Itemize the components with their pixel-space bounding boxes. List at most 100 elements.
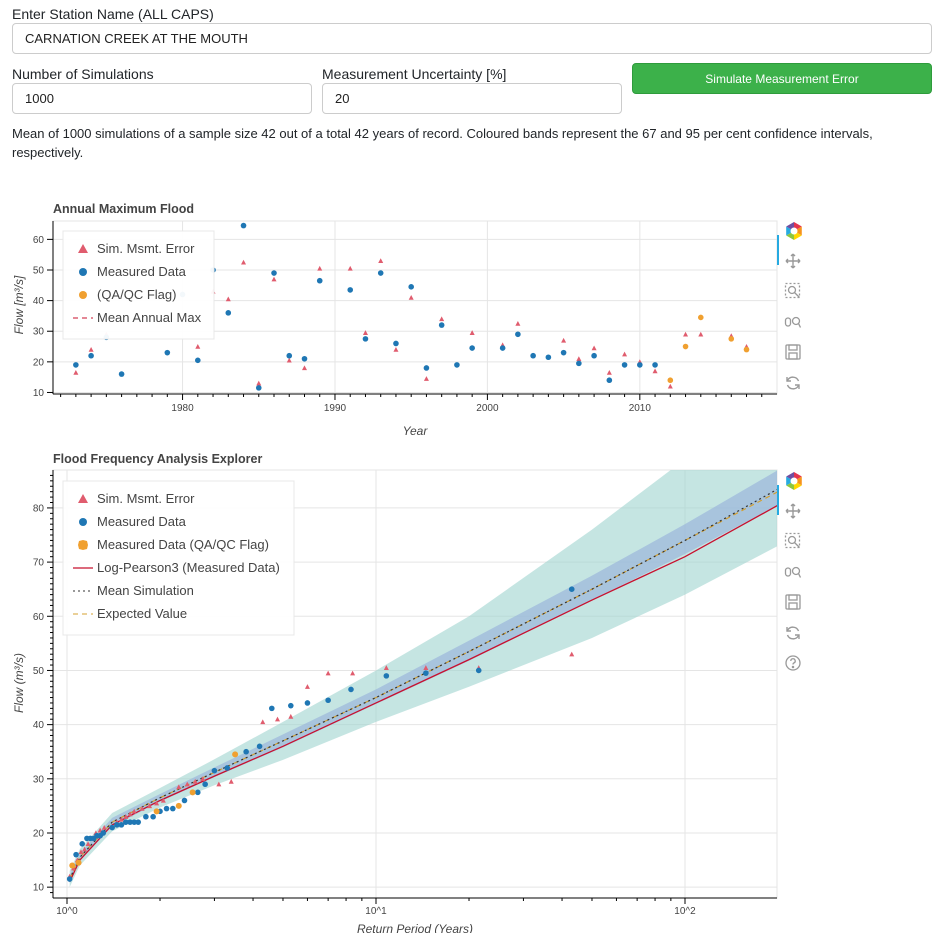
legend-sim: Sim. Msmt. Error — [97, 241, 195, 256]
chart2-sim-point — [325, 670, 331, 676]
chart1-measured-point — [515, 331, 521, 338]
chart2-sim-point — [82, 846, 88, 852]
chart2-measured-point — [118, 822, 125, 828]
save-icon[interactable] — [784, 343, 802, 361]
chart2-measured-point — [288, 702, 294, 709]
reset-icon[interactable] — [784, 374, 802, 392]
chart2-measured-point — [256, 743, 263, 750]
box-zoom-icon[interactable] — [784, 532, 802, 550]
annual-max-flood-chart[interactable]: Annual Maximum Flood 1980 1990 2000 2010 10 2… — [0, 195, 780, 440]
chart1-xlabel: Year — [403, 424, 429, 438]
simulate-button[interactable]: Simulate Measurement Error — [632, 63, 932, 94]
chart1-ytick: 60 — [33, 235, 45, 246]
station-input[interactable] — [12, 23, 932, 54]
chart2-qaqc-point — [75, 859, 82, 866]
bokeh-logo-icon[interactable] — [784, 471, 802, 491]
chart1-qaqc-point — [682, 343, 689, 350]
chart1-measured-point — [316, 277, 323, 284]
chart2-ytick: 80 — [33, 503, 45, 514]
chart1-measured-point — [499, 345, 506, 351]
legend-measured-marker — [79, 268, 87, 276]
chart1-measured-point — [164, 349, 171, 356]
chart1-sim-point — [301, 365, 307, 371]
chart2-measured-point — [325, 697, 331, 704]
chart1-measured-point — [530, 352, 536, 359]
chart1-sim-point — [515, 320, 521, 326]
chart1-sim-point — [347, 265, 353, 271]
chart1-measured-point — [621, 362, 628, 368]
chart1-measured-point — [362, 336, 369, 342]
chart1-xtick: 1990 — [324, 403, 347, 414]
chart1-measured-point — [652, 362, 658, 368]
bokeh-logo-icon[interactable] — [784, 221, 802, 241]
chart2-measured-point — [109, 824, 115, 831]
chart2-measured-point — [131, 819, 138, 825]
chart1-qaqc-point — [697, 314, 704, 321]
legend2-measured-marker — [79, 518, 87, 526]
pan-icon[interactable] — [784, 252, 802, 270]
chart2-measured-point — [170, 805, 176, 812]
flood-frequency-chart[interactable]: Flood Frequency Analysis Explorer 10^0 10… — [0, 445, 780, 933]
chart1-measured-point — [408, 284, 414, 290]
description-text: Mean of 1000 simulations of a sample siz… — [12, 126, 873, 160]
chart1-sim-point — [606, 369, 612, 375]
chart2-measured-point — [383, 673, 390, 679]
chart1-measured-point — [591, 352, 597, 359]
chart2-title: Flood Frequency Analysis Explorer — [53, 452, 262, 466]
chart2-measured-point — [163, 805, 170, 812]
chart2-qaqc-point — [69, 862, 76, 869]
chart1-sim-point — [393, 347, 399, 352]
chart1-qaqc-point — [667, 377, 674, 384]
chart2-sim-point — [288, 713, 294, 719]
chart2-measured-point — [66, 876, 73, 882]
pan-icon[interactable] — [784, 502, 802, 520]
active-tool-indicator — [777, 235, 779, 265]
chart1-measured-point — [255, 385, 262, 391]
chart1-sim-point — [256, 380, 262, 386]
chart1-sim-point — [439, 316, 445, 322]
wheel-zoom-icon[interactable] — [784, 563, 802, 581]
chart2-sim-point — [160, 797, 166, 803]
chart1-measured-point — [423, 365, 430, 371]
chart2-sim-point — [123, 814, 129, 819]
chart1-qaqc-point — [728, 336, 735, 342]
chart1-measured-point — [240, 222, 247, 229]
chart2-sim-point — [275, 716, 281, 722]
chart1-sim-point — [195, 343, 201, 349]
chart2-measured-point — [224, 765, 231, 771]
chart1-sim-point — [378, 258, 384, 264]
box-zoom-icon[interactable] — [784, 282, 802, 300]
chart1-measured-point — [606, 377, 613, 384]
chart2-sim-point — [85, 841, 91, 847]
legend2-measured: Measured Data — [97, 514, 187, 529]
ci67-band — [69, 470, 777, 883]
chart2-sim-point — [78, 849, 84, 855]
chart1-sim-point — [576, 356, 582, 361]
save-icon[interactable] — [784, 593, 802, 611]
chart1-sim-point — [408, 294, 414, 300]
chart1-measured-point — [88, 352, 94, 359]
chart2-measured-point — [100, 830, 107, 836]
chart1-measured-point — [469, 345, 475, 351]
chart2-xlabel: Return Period (Years) — [357, 922, 473, 933]
wheel-zoom-icon[interactable] — [784, 313, 802, 331]
chart2-sim-point — [350, 670, 356, 676]
help-icon[interactable] — [784, 654, 802, 672]
chart1-ytick: 40 — [33, 296, 45, 307]
chart2-measured-point — [73, 851, 79, 858]
nsim-input[interactable] — [12, 83, 312, 114]
chart1-sim-point — [561, 337, 567, 343]
chart1-qaqc-point — [743, 346, 750, 353]
uncertainty-input[interactable] — [322, 83, 622, 114]
legend-sim-marker — [78, 244, 88, 253]
chart1-measured-point — [438, 322, 445, 328]
chart2-qaqc-point — [232, 751, 239, 758]
reset-icon[interactable] — [784, 624, 802, 642]
chart1-sim-point — [271, 276, 277, 282]
chart1-sim-point — [317, 265, 323, 271]
legend-qaqc: (QA/QC Flag) — [97, 287, 176, 302]
chart1-ytick: 30 — [33, 327, 45, 338]
chart2-measured-point — [79, 841, 86, 847]
chart1-measured-point — [637, 362, 643, 368]
chart1-sim-point — [423, 376, 429, 381]
